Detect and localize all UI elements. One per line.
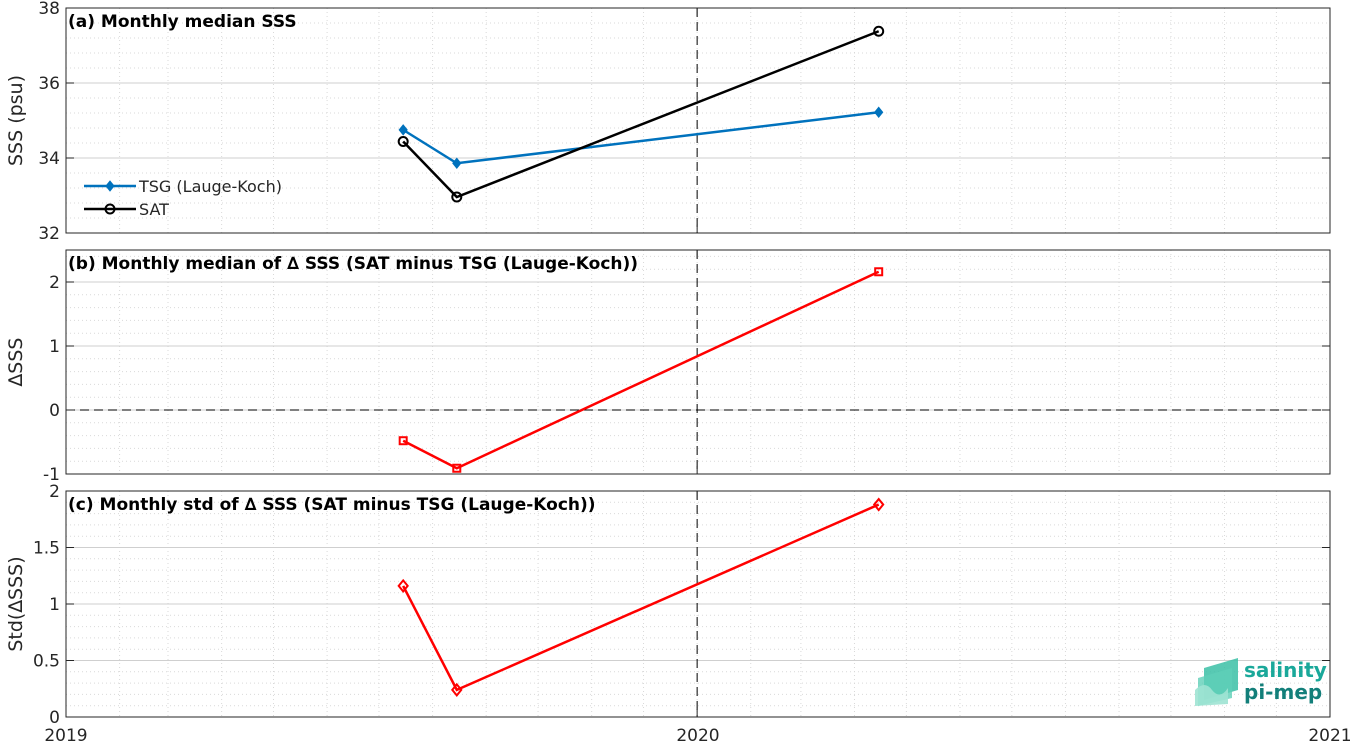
data-point — [873, 25, 885, 37]
data-point — [451, 191, 463, 203]
logo-text-salinity: salinity — [1244, 658, 1327, 682]
chart-panel-1: 32 34 36 38 SSS (psu) (a) Monthly median SSS T… — [5, 0, 1331, 244]
data-point — [397, 136, 409, 147]
y-tick-label: 2 — [49, 482, 60, 502]
data-point — [104, 203, 116, 215]
x-tick-label: 2021 — [1308, 726, 1351, 745]
y-axis-label: ∆SSS — [5, 338, 27, 388]
logo-text-pi-mep: pi-mep — [1244, 680, 1322, 704]
y-axis-label: SSS (psu) — [5, 75, 27, 166]
data-point — [452, 157, 462, 170]
panel-title: (c) Monthly std of ∆ SSS (SAT minus TSG … — [68, 495, 596, 515]
y-axis-label: Std(∆SSS) — [5, 556, 27, 651]
data-point — [874, 267, 884, 277]
series-line-delta — [402, 270, 880, 470]
series-line-sat — [402, 30, 880, 199]
y-tick-label: 36 — [38, 74, 60, 94]
y-tick-label: 1 — [49, 337, 60, 357]
y-tick-label: 32 — [38, 224, 60, 244]
y-tick-label: 0 — [49, 708, 60, 728]
y-tick-label: 38 — [38, 0, 60, 19]
data-point — [450, 682, 463, 697]
axes-box — [65, 249, 1331, 475]
data-point — [872, 497, 885, 512]
data-point — [874, 106, 884, 119]
data-point — [398, 436, 408, 446]
legend: TSG (Lauge-Koch) SAT — [84, 177, 282, 219]
chart-panel-3: 0 0.5 1 1.5 2 Std(∆SSS) (c) Monthly std of ∆ S… — [5, 482, 1331, 728]
y-tick-label: 1.5 — [33, 539, 60, 559]
x-tick-label: 2019 — [44, 726, 87, 745]
legend-entry: SAT — [139, 200, 169, 219]
salinity-pi-mep-logo: salinity pi-mep — [1195, 658, 1327, 706]
panel-title: (b) Monthly median of ∆ SSS (SAT minus T… — [68, 254, 638, 274]
data-point — [452, 463, 462, 473]
axes-box — [65, 7, 1331, 234]
y-tick-label: 0 — [49, 401, 60, 421]
panel-title: (a) Monthly median SSS — [68, 12, 297, 32]
y-tick-label: -1 — [43, 465, 60, 485]
logo-waves-icon — [1195, 658, 1238, 706]
data-point — [105, 180, 115, 192]
series-line-delta — [402, 503, 880, 692]
y-tick-label: 34 — [38, 149, 60, 169]
y-tick-label: 0.5 — [33, 652, 60, 672]
data-point — [397, 578, 409, 593]
data-point — [398, 124, 408, 136]
y-tick-label: 2 — [49, 273, 60, 293]
legend-entry: TSG (Lauge-Koch) — [138, 177, 282, 196]
series-line-tsg-lauge-koch- — [402, 111, 879, 165]
chart-panel-2: -1 0 1 2 ∆SSS (b) Monthly median of ∆ SSS (SA… — [5, 249, 1331, 485]
y-tick-label: 1 — [49, 595, 60, 615]
x-tick-label: 2020 — [676, 726, 719, 745]
